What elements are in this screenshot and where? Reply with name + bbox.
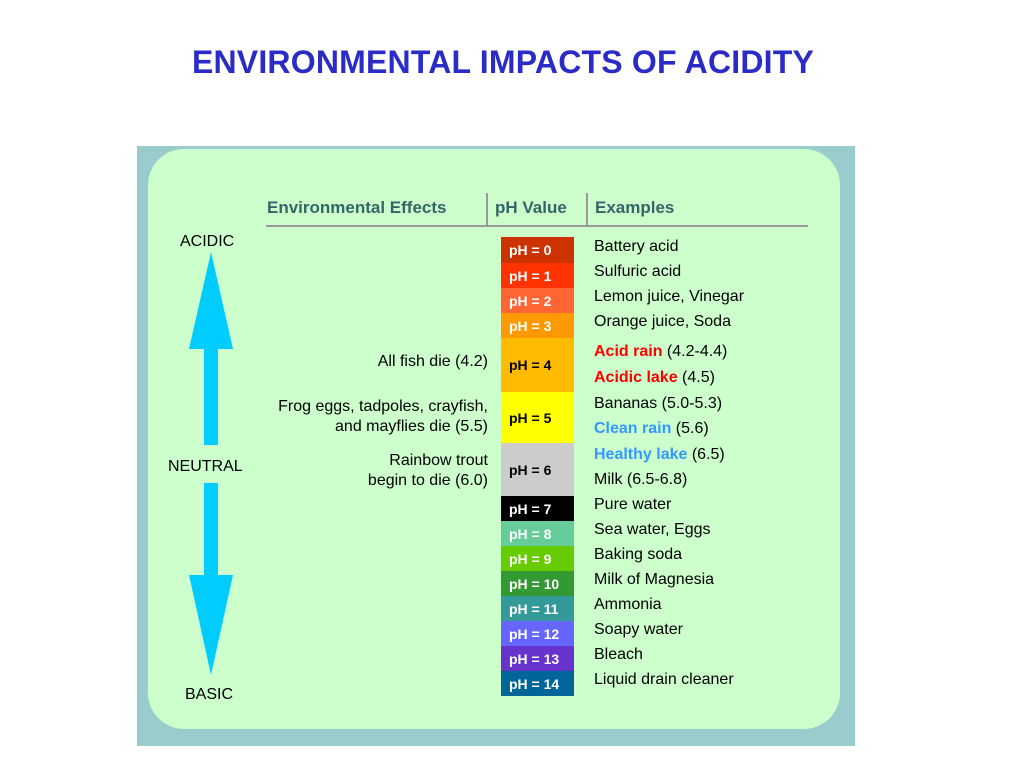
example-highlight: Healthy lake: [594, 446, 688, 463]
effect-frog-eggs-line-1: Frog eggs, tadpoles, crayfish,: [278, 398, 488, 415]
ph-cell-0: pH = 0: [501, 237, 574, 263]
header-environmental-effects: Environmental Effects: [267, 198, 447, 217]
example-lemon-juice: Lemon juice, Vinegar: [594, 288, 745, 305]
ph-cell-1: pH = 1: [501, 263, 574, 288]
ph-cell-2: pH = 2: [501, 288, 574, 313]
example-sea-water: Sea water, Eggs: [594, 521, 711, 538]
ph-cell-14: pH = 14: [501, 671, 574, 696]
example-baking-soda: Baking soda: [594, 546, 683, 563]
ph-label: pH = 8: [509, 525, 552, 542]
ph-cell-3: pH = 3: [501, 313, 574, 338]
header-rule: [266, 225, 808, 227]
ph-label: pH = 5: [509, 409, 552, 426]
header-separator: [586, 193, 588, 226]
ph-cell-4: pH = 4: [501, 338, 574, 392]
header-examples: Examples: [595, 198, 675, 217]
ph-cell-9: pH = 9: [501, 546, 574, 571]
example-orange-juice: Orange juice, Soda: [594, 313, 731, 330]
ph-label: pH = 1: [509, 267, 552, 284]
example-healthy-lake: Healthy lake (6.5): [594, 446, 725, 470]
example-bananas: Bananas (5.0-5.3): [594, 395, 723, 412]
ph-label: pH = 11: [509, 600, 559, 617]
example-soapy-water: Soapy water: [594, 621, 683, 638]
example-battery-acid: Battery acid: [594, 238, 679, 255]
example-highlight: Acid rain: [594, 343, 663, 360]
ph-cell-10: pH = 10: [501, 571, 574, 596]
example-acidic-lake: Acidic lake (4.5): [594, 369, 715, 393]
example-bleach: Bleach: [594, 646, 643, 663]
example-milk: Milk (6.5-6.8): [594, 471, 688, 488]
ph-cell-13: pH = 13: [501, 646, 574, 671]
neutral-label: NEUTRAL: [168, 458, 243, 475]
example-detail: (6.5): [687, 446, 725, 463]
ph-cell-7: pH = 7: [501, 496, 574, 521]
example-highlight: Acidic lake: [594, 369, 678, 386]
ph-cell-11: pH = 11: [501, 596, 574, 621]
example-detail: (4.2-4.4): [662, 343, 728, 360]
ph-cell-5: pH = 5: [501, 392, 574, 443]
header-separator: [486, 193, 488, 226]
example-milk-of-magnesia: Milk of Magnesia: [594, 571, 715, 588]
slide-title: ENVIRONMENTAL IMPACTS OF ACIDITY: [191, 44, 815, 80]
effect-all-fish-die: All fish die (4.2): [377, 353, 488, 370]
acidic-arrow-icon: [189, 252, 233, 445]
ph-label: pH = 13: [509, 650, 560, 667]
ph-label: pH = 2: [509, 292, 552, 309]
basic-arrow-icon: [189, 483, 233, 675]
ph-label: pH = 6: [509, 461, 552, 478]
example-sulfuric-acid: Sulfuric acid: [594, 263, 682, 280]
example-highlight: Clean rain: [594, 420, 672, 437]
ph-label: pH = 9: [509, 550, 552, 567]
ph-cell-12: pH = 12: [501, 621, 574, 646]
ph-label: pH = 4: [509, 357, 552, 373]
ph-cell-8: pH = 8: [501, 521, 574, 546]
ph-scale-card: Environmental Effects pH Value Examples …: [148, 149, 840, 729]
example-pure-water: Pure water: [594, 496, 672, 513]
example-detail: (5.6): [671, 420, 709, 437]
ph-label: pH = 0: [509, 242, 552, 258]
example-ammonia: Ammonia: [594, 596, 662, 613]
example-detail: (4.5): [677, 369, 715, 386]
basic-label: BASIC: [185, 686, 234, 703]
header-ph-value: pH Value: [495, 198, 567, 217]
example-drain-cleaner: Liquid drain cleaner: [594, 671, 734, 688]
ph-label: pH = 3: [509, 317, 552, 334]
effect-rainbow-trout-line-1: Rainbow trout: [389, 452, 488, 469]
ph-label: pH = 14: [509, 675, 560, 692]
effect-frog-eggs-line-2: and mayflies die (5.5): [335, 418, 488, 435]
ph-label: pH = 10: [509, 575, 560, 592]
ph-scale-figure: Environmental Effects pH Value Examples …: [137, 146, 855, 746]
ph-label: pH = 12: [509, 625, 560, 642]
example-acid-rain: Acid rain (4.2-4.4): [594, 343, 727, 367]
acidic-label: ACIDIC: [180, 233, 235, 250]
ph-cell-6: pH = 6: [501, 443, 574, 496]
example-clean-rain: Clean rain (5.6): [594, 420, 709, 444]
ph-label: pH = 7: [509, 500, 552, 517]
effect-rainbow-trout-line-2: begin to die (6.0): [367, 472, 488, 489]
